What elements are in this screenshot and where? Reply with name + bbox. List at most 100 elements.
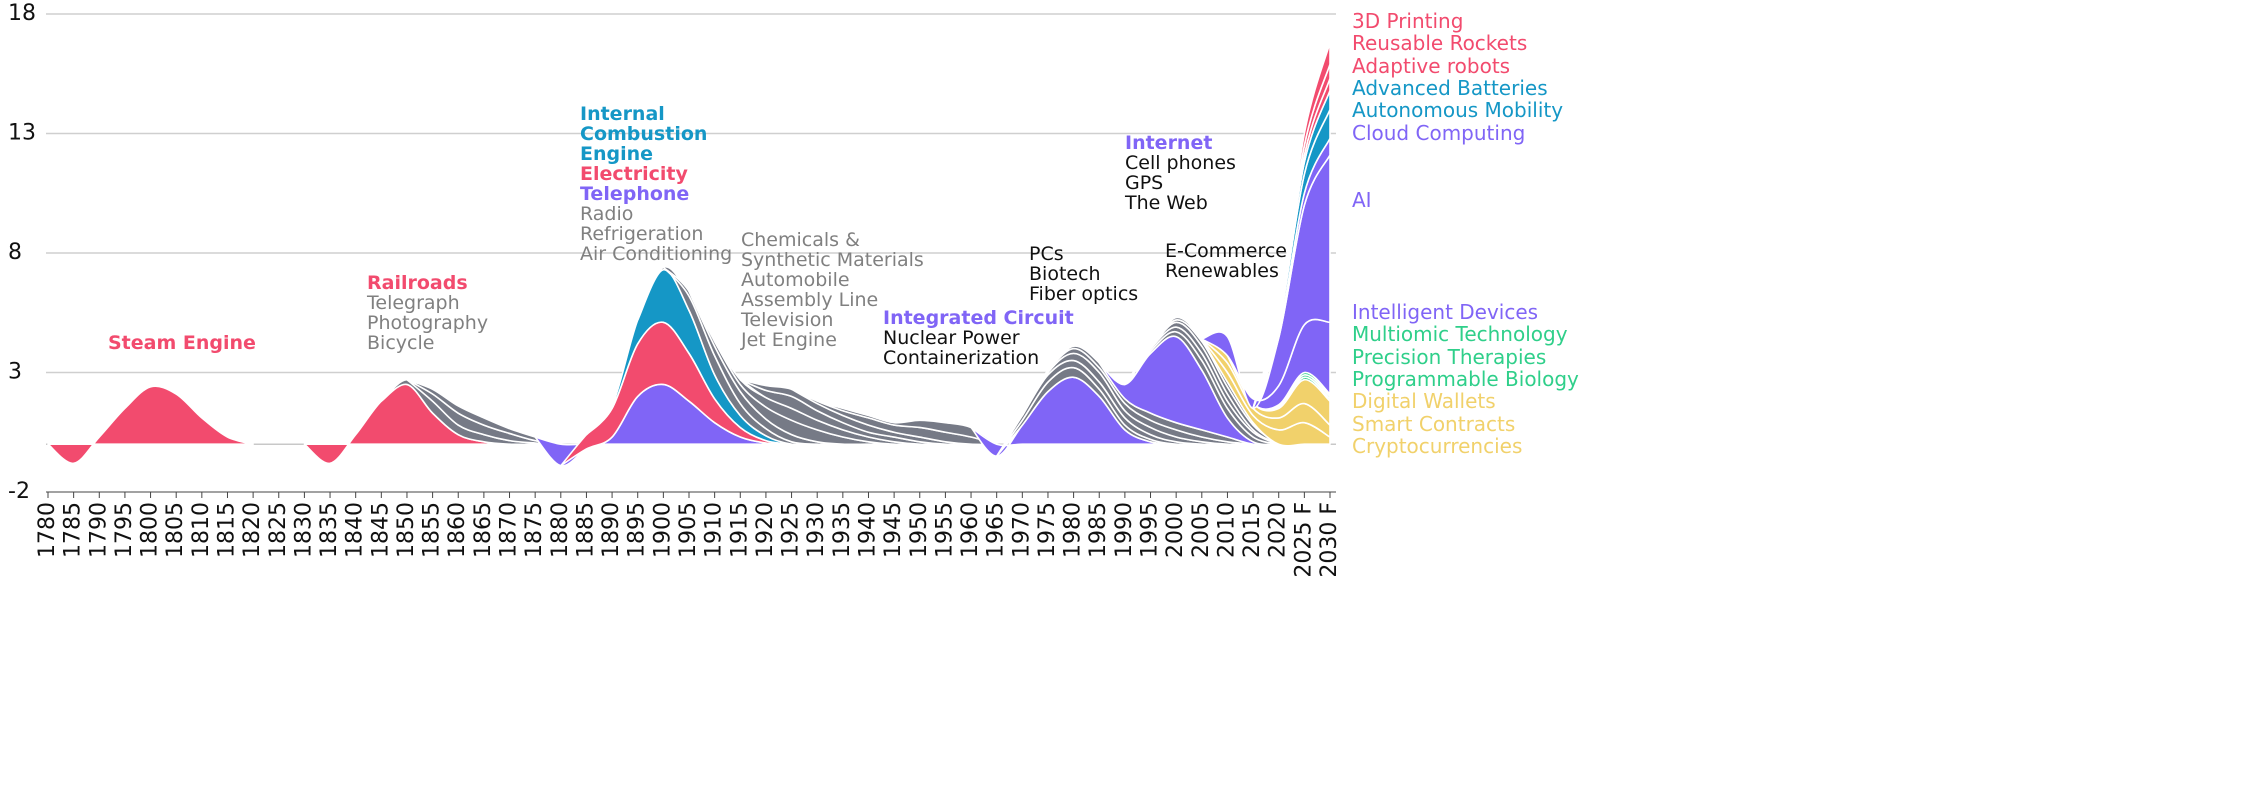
x-tick-label: 1780: [35, 502, 60, 558]
x-tick-label: 1850: [394, 502, 419, 558]
x-tick-label: 2005: [1189, 502, 1214, 558]
x-tick-label: 1835: [317, 502, 342, 558]
annotation-label: The Web: [1125, 192, 1208, 214]
area: [47, 385, 254, 465]
legend-entry: Smart Contracts: [1352, 411, 1516, 436]
x-tick-label: 1935: [830, 502, 855, 558]
x-tick-label: 1840: [343, 502, 368, 558]
x-tick-label: 1795: [112, 502, 137, 558]
x-tick-label: 1970: [1009, 502, 1034, 558]
annotation-label: Radio: [580, 203, 634, 225]
x-tick-label: 1875: [522, 502, 547, 558]
annotation-label: Internal Combustion Engine: [580, 103, 708, 165]
annotation-label: Air Conditioning: [580, 243, 733, 265]
annotation-label: Bicycle: [367, 332, 435, 354]
x-tick-label: 1925: [779, 502, 804, 558]
annotation-label: Electricity: [580, 163, 688, 185]
x-tick-label: 1880: [548, 502, 573, 558]
annotation-label: Nuclear Power: [883, 327, 1020, 349]
x-tick-label: 1995: [1138, 502, 1163, 558]
annotation-label: Steam Engine: [108, 332, 256, 354]
legend-entry: Programmable Biology: [1352, 367, 1579, 392]
legend-entry: Cloud Computing: [1352, 120, 1526, 145]
x-tick-label: 1895: [625, 502, 650, 558]
x-tick-label: 1955: [932, 502, 957, 558]
x-tick-label: 1820: [240, 502, 265, 558]
legend-entry: Precision Therapies: [1352, 344, 1547, 369]
x-tick-label: 1830: [291, 502, 316, 558]
x-tick-label: 2015: [1240, 502, 1265, 558]
annotation-label: Automobile: [741, 269, 850, 291]
annotation-label: Telegraph: [367, 292, 460, 314]
x-tick-label: 1975: [1035, 502, 1060, 558]
annotation-label: PCs: [1029, 243, 1064, 265]
annotation-label: E-Commerce: [1165, 240, 1287, 262]
legend-entry: Intelligent Devices: [1352, 300, 1539, 324]
x-tick-label: 1885: [573, 502, 598, 558]
y-tick-label: 13: [8, 121, 36, 146]
x-tick-label: 1940: [855, 502, 880, 558]
x-tick-label: 1985: [1086, 502, 1111, 558]
x-tick-label: 1845: [368, 502, 393, 558]
x-tick-label: 1805: [163, 502, 188, 558]
x-tick-label: 1860: [445, 502, 470, 558]
legend-entry: Adaptive robots: [1352, 53, 1511, 78]
x-tick-label: 1855: [420, 502, 445, 558]
annotation-label: Cell phones: [1125, 152, 1236, 174]
x-tick-label: 2020: [1266, 502, 1291, 558]
x-tick-label: 1865: [471, 502, 496, 558]
legend-entry: Autonomous Mobility: [1352, 98, 1564, 123]
x-tick-label: 1890: [599, 502, 624, 558]
x-tick-label: 1825: [266, 502, 291, 558]
y-tick-label: 18: [8, 1, 36, 26]
y-tick-label: 8: [8, 240, 22, 265]
area: [1252, 41, 1331, 410]
annotation-label: Internet: [1125, 132, 1213, 154]
y-tick-label: -2: [8, 479, 30, 504]
legend-entry: Digital Wallets: [1352, 389, 1496, 414]
annotation-label: Television: [741, 309, 834, 331]
legend-entry: Cryptocurrencies: [1352, 434, 1523, 459]
annotation-label: GPS: [1125, 172, 1164, 194]
x-tick-label: 1790: [86, 502, 111, 558]
annotation-label: Telephone: [580, 183, 690, 205]
annotation-label: Containerization: [883, 347, 1040, 369]
x-tick-label: 1960: [958, 502, 983, 558]
x-tick-label: 1810: [189, 502, 214, 558]
x-tick-label: 1950: [907, 502, 932, 558]
x-tick-label: 1900: [650, 502, 675, 558]
x-tick-label: 2010: [1214, 502, 1239, 558]
legend-entry: Multiomic Technology: [1352, 322, 1568, 347]
legend-entry: Reusable Rockets: [1352, 31, 1528, 56]
x-tick-label: 1930: [804, 502, 829, 558]
x-tick-label: 1965: [984, 502, 1009, 558]
x-tick-label: 1920: [753, 502, 778, 558]
annotation-label: Refrigeration: [580, 223, 704, 245]
annotation-label: Chemicals & Synthetic Materials: [741, 229, 924, 271]
annotation-label: Fiber optics: [1029, 283, 1139, 305]
legend-entry: AI: [1352, 188, 1372, 212]
annotation-label: Renewables: [1165, 260, 1279, 282]
legend-entry: 3D Printing: [1352, 9, 1464, 33]
x-tick-label: 2000: [1163, 502, 1188, 558]
annotation-label: Photography: [367, 312, 489, 334]
annotation-label: Jet Engine: [741, 329, 837, 351]
y-tick-label: 3: [8, 360, 22, 385]
annotation-label: Integrated Circuit: [883, 307, 1074, 329]
x-tick-label: 1800: [138, 502, 163, 558]
legend-entry: Advanced Batteries: [1352, 76, 1548, 101]
annotation-label: Railroads: [367, 272, 468, 294]
x-tick-label: 2030 F: [1317, 502, 1342, 578]
x-tick-label: 1990: [1112, 502, 1137, 558]
x-tick-label: 1815: [214, 502, 239, 558]
x-tick-label: 1980: [1061, 502, 1086, 558]
x-tick-label: 1945: [881, 502, 906, 558]
x-tick-label: 2025 F: [1291, 502, 1316, 578]
annotation-label: Assembly Line: [741, 289, 879, 311]
x-tick-label: 1905: [676, 502, 701, 558]
annotation-label: Biotech: [1029, 263, 1101, 285]
x-tick-label: 1910: [702, 502, 727, 558]
x-tick-label: 1870: [497, 502, 522, 558]
